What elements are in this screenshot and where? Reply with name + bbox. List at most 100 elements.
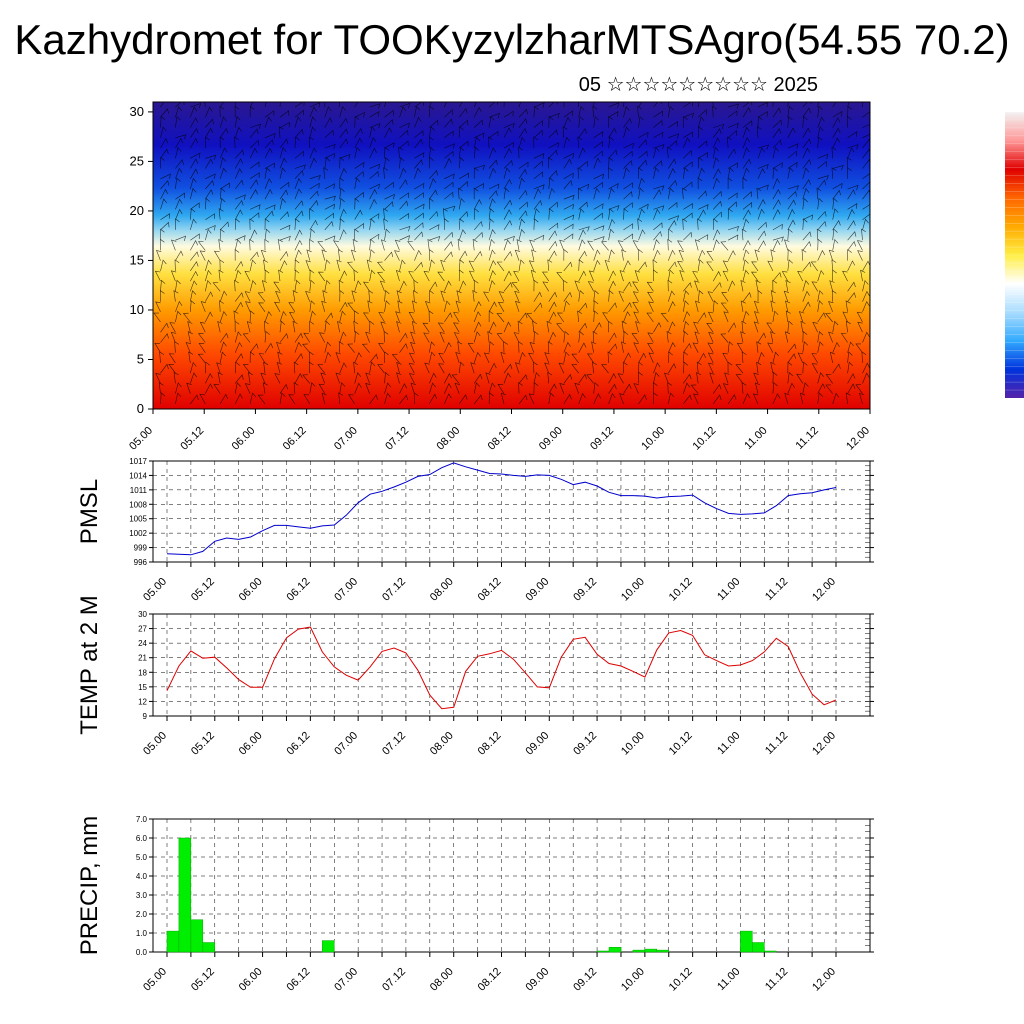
wind-barb — [442, 208, 448, 220]
wind-barb — [621, 249, 627, 261]
wind-barb — [399, 129, 409, 139]
wind-barb — [160, 126, 167, 138]
wind-barb — [279, 392, 286, 404]
wind-barb — [559, 382, 565, 394]
wind-barb — [168, 364, 176, 374]
wind-barb — [533, 153, 545, 159]
wind-barb — [234, 374, 244, 384]
wind-barb — [683, 300, 689, 312]
wind-barb — [294, 239, 303, 251]
wind-barb — [303, 394, 311, 405]
wind-barb — [318, 383, 326, 394]
wind-barb — [668, 133, 680, 139]
wind-barb — [337, 320, 343, 333]
wind-barb — [317, 364, 326, 374]
wind-barb — [473, 208, 479, 220]
wind-barb — [205, 383, 213, 394]
colorbar — [1005, 111, 1024, 398]
wind-barb — [429, 372, 437, 384]
wind-barb — [722, 270, 729, 282]
wind-barb — [532, 320, 538, 333]
wind-barb — [646, 281, 654, 292]
wind-barb — [234, 149, 244, 159]
wind-barb — [683, 382, 691, 394]
wind-barb — [367, 300, 373, 312]
wind-barb — [756, 126, 762, 138]
wind-barb — [190, 202, 200, 210]
wind-barb — [294, 128, 304, 138]
wind-barb — [190, 103, 202, 109]
wind-barb — [219, 259, 225, 271]
wind-barb — [205, 291, 214, 302]
wind-barb — [429, 178, 437, 190]
x-tick-label: 10.12 — [667, 730, 695, 758]
wind-barb — [234, 239, 242, 251]
wind-barb — [175, 167, 183, 179]
wind-barb — [847, 116, 852, 128]
wind-barb — [276, 341, 282, 353]
wind-barb — [797, 352, 804, 364]
wind-barb — [578, 201, 588, 210]
wind-barb — [542, 281, 550, 292]
wind-barb — [354, 191, 364, 200]
wind-barb — [488, 198, 496, 210]
wind-barb — [414, 222, 424, 231]
wind-barb — [832, 238, 839, 251]
wind-barb — [496, 261, 505, 272]
wind-barb — [742, 191, 752, 200]
wind-barb — [257, 292, 266, 302]
wind-barb — [294, 218, 300, 230]
wind-barb — [350, 249, 357, 261]
wind-barb — [425, 301, 431, 312]
wind-barb — [638, 361, 643, 374]
wind-barb — [444, 157, 452, 169]
wind-barb — [384, 142, 395, 149]
wind-barb — [264, 116, 272, 128]
wind-barb — [219, 341, 227, 353]
wind-barb — [483, 291, 490, 302]
wind-barb — [832, 208, 839, 220]
wind-barb — [369, 163, 381, 170]
wind-barb — [273, 281, 281, 292]
wind-barb — [757, 230, 767, 241]
wind-barb — [309, 310, 316, 323]
wind-barb — [548, 116, 554, 128]
wind-barb — [722, 352, 729, 364]
wind-barb — [787, 320, 793, 333]
y-tick-label: 20 — [130, 203, 144, 218]
wind-barb — [369, 136, 377, 149]
wind-barb — [816, 187, 822, 200]
wind-barb — [578, 270, 587, 282]
wind-barb — [294, 279, 301, 292]
x-tick-label: 05.00 — [141, 966, 169, 994]
wind-barb — [170, 270, 177, 282]
wind-barb — [408, 271, 415, 282]
wind-barb — [817, 210, 827, 220]
wind-barb — [354, 115, 360, 128]
wind-barb — [160, 198, 167, 210]
wind-barb — [817, 269, 825, 282]
wind-barb — [160, 259, 167, 271]
wind-barb — [817, 392, 824, 404]
wind-barb — [608, 205, 620, 211]
wind-barb — [429, 259, 436, 271]
wind-barb — [831, 146, 837, 159]
wind-barb — [321, 392, 327, 404]
precip-bar — [596, 950, 610, 953]
wind-barb — [279, 157, 287, 169]
wind-barb — [339, 167, 347, 179]
wind-barb — [623, 383, 632, 394]
wind-barb — [279, 167, 286, 179]
wind-barb — [503, 321, 512, 333]
wind-barb — [862, 362, 870, 374]
wind-barb — [677, 261, 684, 272]
wind-barb — [396, 290, 402, 302]
wind-barb — [219, 228, 225, 241]
wind-barb — [668, 249, 676, 261]
wind-barb — [339, 102, 340, 108]
wind-barb — [383, 330, 389, 343]
wind-barb — [309, 382, 316, 394]
wind-barb — [648, 352, 654, 364]
wind-barb — [369, 123, 381, 129]
wind-barb — [294, 136, 300, 149]
